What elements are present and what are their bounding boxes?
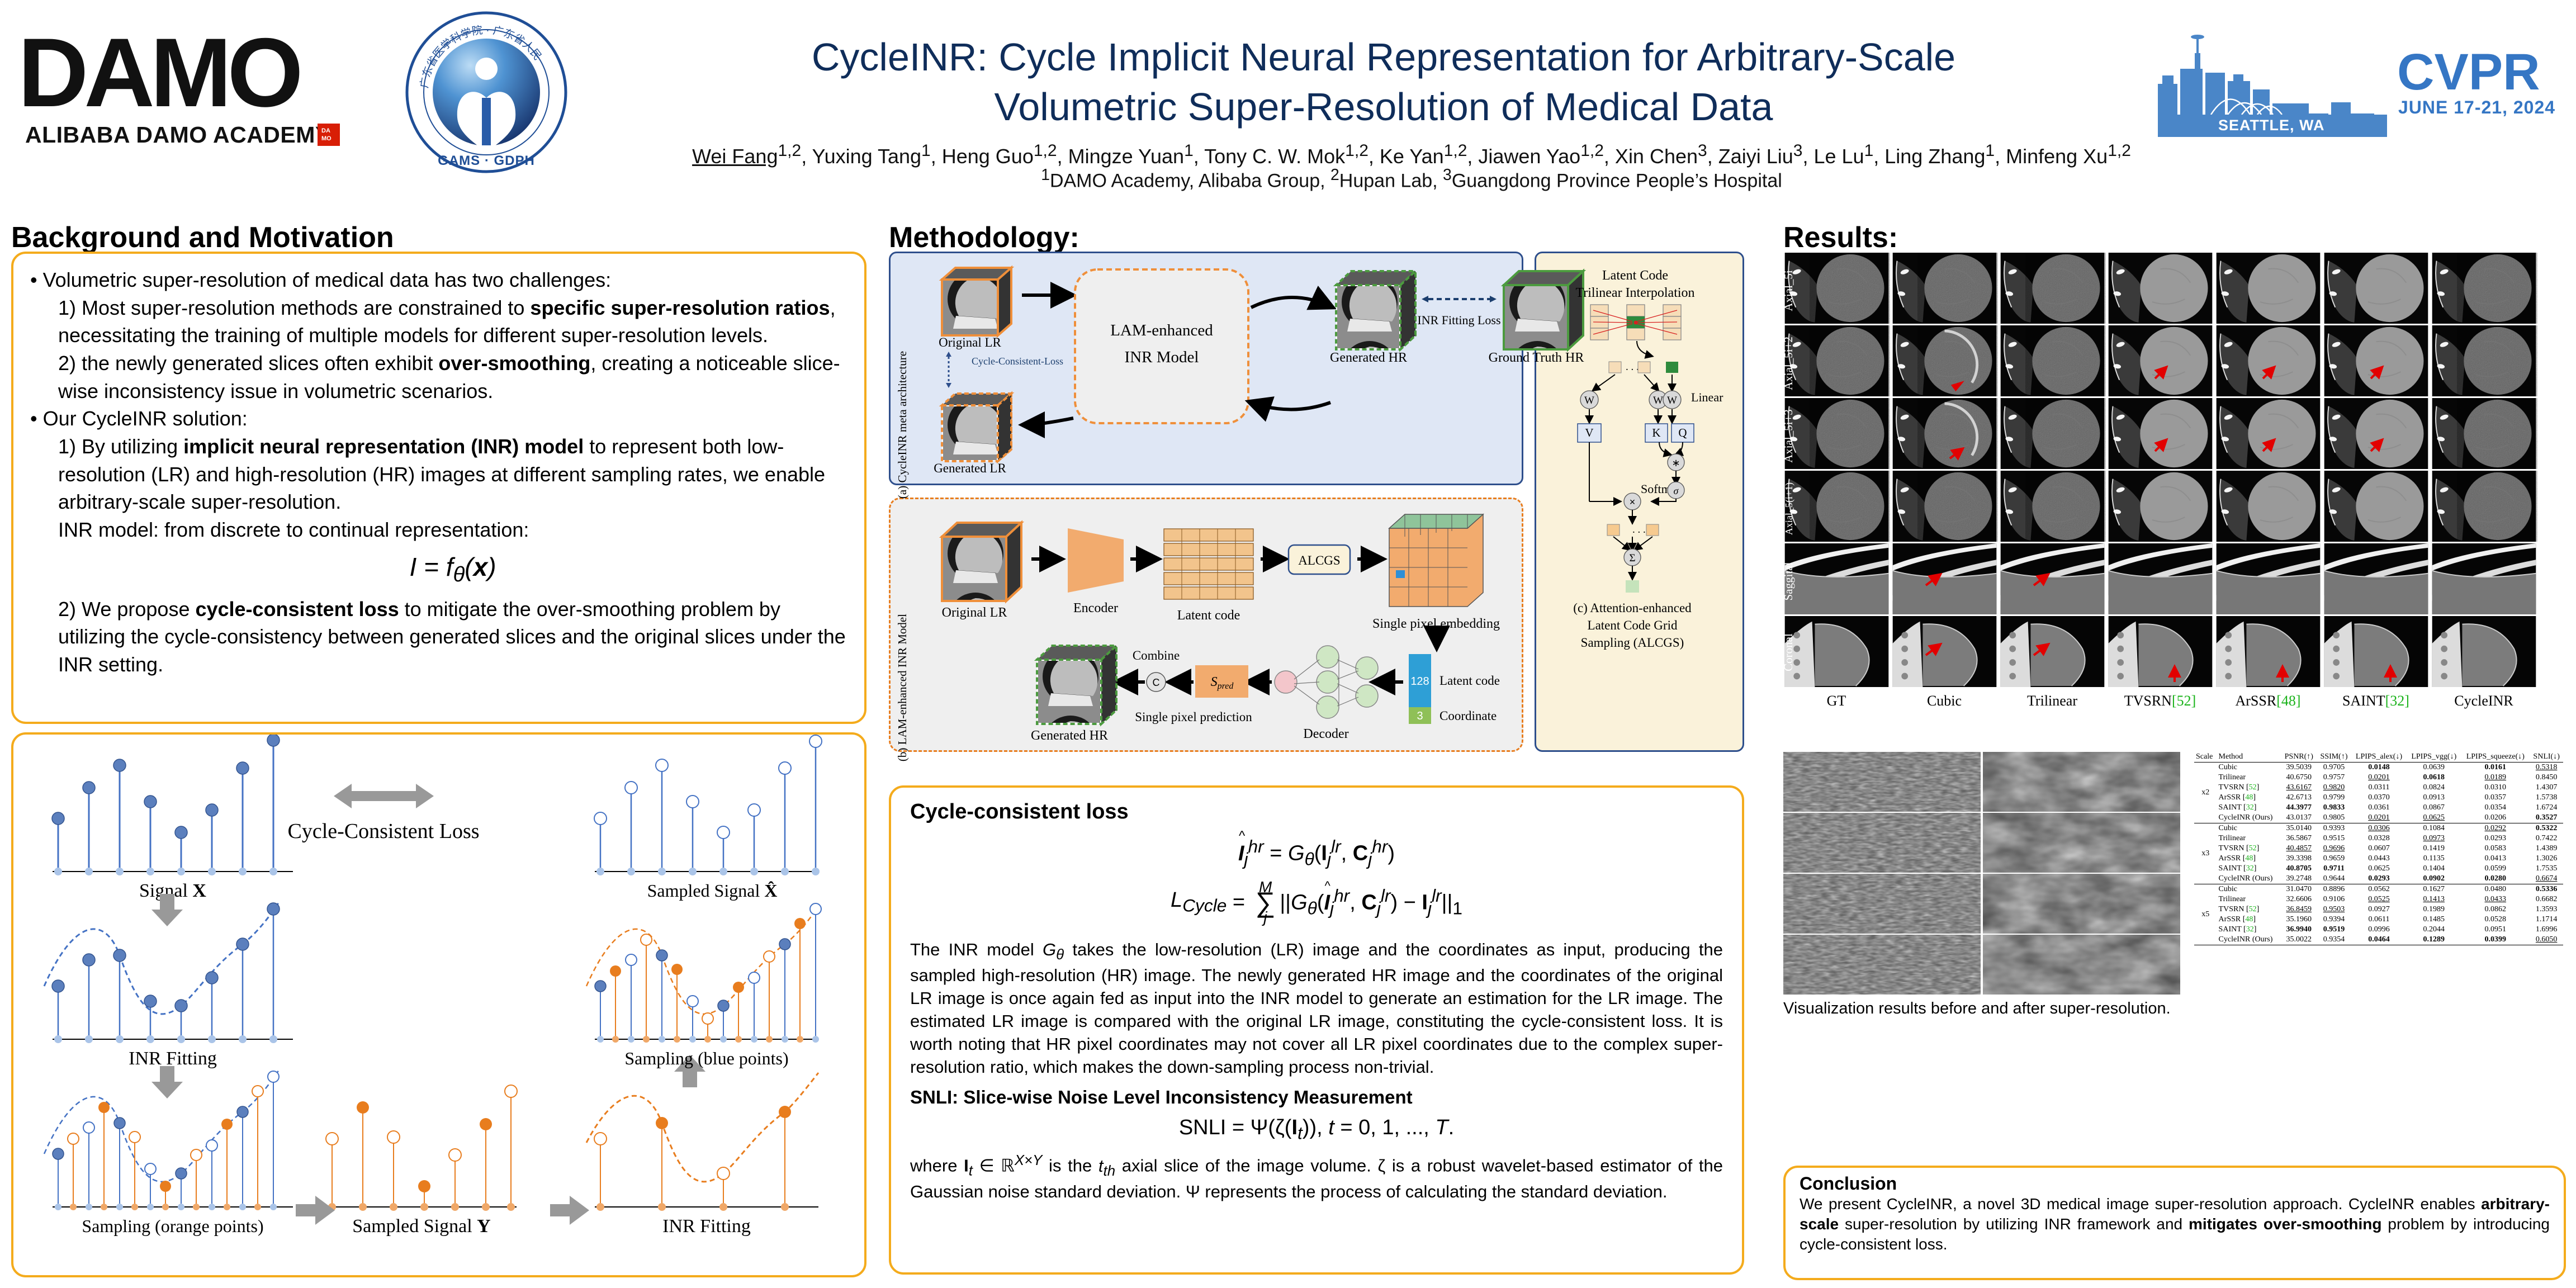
svg-text:Original LR: Original LR (939, 335, 1001, 349)
svg-text:LAM-enhanced: LAM-enhanced (1110, 321, 1213, 339)
svg-text:Coronal: Coronal (1783, 633, 1795, 671)
svg-text:∗: ∗ (1671, 457, 1680, 468)
svg-text:C: C (1153, 677, 1160, 688)
svg-text:Sampled Signal Y: Sampled Signal Y (352, 1216, 490, 1237)
svg-text:INR Model: INR Model (1125, 348, 1199, 366)
svg-text:Σ: Σ (1629, 552, 1635, 564)
svg-text:K: K (1652, 426, 1660, 439)
svg-text:GAMS · GDPH: GAMS · GDPH (438, 153, 535, 168)
svg-text:INR Fitting Loss: INR Fitting Loss (1417, 313, 1500, 327)
svg-text:Linear: Linear (1691, 390, 1723, 404)
svg-text:W: W (1584, 395, 1594, 406)
svg-text:Axial_5i+2: Axial_5i+2 (1783, 337, 1795, 390)
svg-text:Axial_5(i+1): Axial_5(i+1) (1783, 482, 1795, 535)
svg-text:Saggital: Saggital (1783, 562, 1795, 600)
svg-text:Latent code: Latent code (1439, 674, 1500, 688)
svg-text:128: 128 (1410, 675, 1429, 688)
svg-text:. . .: . . . (1632, 524, 1646, 536)
svg-text:Cycle-Consistent Loss: Cycle-Consistent Loss (287, 820, 479, 843)
svg-text:Sampled Signal X̂: Sampled Signal X̂ (647, 880, 778, 901)
svg-text:Latent code: Latent code (1177, 608, 1240, 623)
svg-text:SEATTLE, WA: SEATTLE, WA (2218, 117, 2325, 134)
svg-text:Trilinear: Trilinear (2027, 693, 2077, 709)
svg-text:Combine: Combine (1133, 648, 1180, 662)
svg-text:. . .: . . . (1626, 361, 1639, 373)
svg-text:ALCGS: ALCGS (1298, 553, 1340, 567)
svg-text:Sampling (orange points): Sampling (orange points) (82, 1216, 263, 1236)
svg-text:CycleINR: CycleINR (2454, 693, 2513, 709)
svg-text:Coordinate: Coordinate (1439, 709, 1497, 723)
svg-text:GT: GT (1827, 693, 1846, 709)
svg-text:Trilinear Interpolation: Trilinear Interpolation (1575, 286, 1694, 300)
svg-text:TVSRN[52]: TVSRN[52] (2124, 693, 2196, 709)
svg-text:W: W (1667, 395, 1677, 406)
svg-text:×: × (1630, 496, 1636, 508)
svg-text:Generated LR: Generated LR (934, 461, 1006, 475)
svg-text:MO: MO (321, 135, 332, 142)
svg-text:σ: σ (1674, 485, 1679, 496)
svg-text:Decoder: Decoder (1303, 727, 1348, 741)
svg-text:DA: DA (321, 127, 330, 134)
svg-text:W: W (1653, 395, 1663, 406)
svg-text:ArSSR[48]: ArSSR[48] (2235, 693, 2300, 709)
svg-text:V: V (1585, 426, 1593, 439)
svg-text:Axial_5i: Axial_5i (1783, 270, 1795, 311)
svg-text:Cubic: Cubic (1927, 693, 1962, 709)
svg-text:SAINT[32]: SAINT[32] (2342, 693, 2409, 709)
svg-text:Sampling (blue points): Sampling (blue points) (624, 1048, 788, 1068)
svg-text:Axial_5i+3: Axial_5i+3 (1783, 409, 1795, 463)
svg-text:Encoder: Encoder (1073, 601, 1118, 615)
svg-text:INR Fitting: INR Fitting (129, 1048, 217, 1069)
svg-text:DAMO: DAMO (22, 18, 300, 127)
svg-text:3: 3 (1417, 710, 1423, 722)
svg-text:Cycle-Consistent-Loss: Cycle-Consistent-Loss (972, 356, 1063, 367)
svg-text:Q: Q (1678, 426, 1687, 439)
svg-text:(c) Attention-enhanced: (c) Attention-enhanced (1573, 601, 1692, 615)
svg-text:Ground Truth HR: Ground Truth HR (1489, 351, 1584, 365)
svg-text:Single pixel prediction: Single pixel prediction (1135, 710, 1252, 724)
svg-text:Generated HR: Generated HR (1330, 351, 1407, 365)
svg-text:Latent Code: Latent Code (1602, 268, 1668, 283)
svg-text:Sampling (ALCGS): Sampling (ALCGS) (1581, 636, 1684, 650)
svg-text:Latent Code Grid: Latent Code Grid (1588, 618, 1678, 632)
svg-text:ALIBABA DAMO ACADEMY: ALIBABA DAMO ACADEMY (25, 122, 331, 148)
svg-text:JUNE 17-21, 2024: JUNE 17-21, 2024 (2398, 97, 2555, 117)
svg-text:CVPR: CVPR (2397, 44, 2540, 101)
svg-text:INR Fitting: INR Fitting (662, 1216, 751, 1237)
svg-text:Original LR: Original LR (942, 605, 1007, 620)
svg-text:Generated HR: Generated HR (1031, 728, 1108, 743)
